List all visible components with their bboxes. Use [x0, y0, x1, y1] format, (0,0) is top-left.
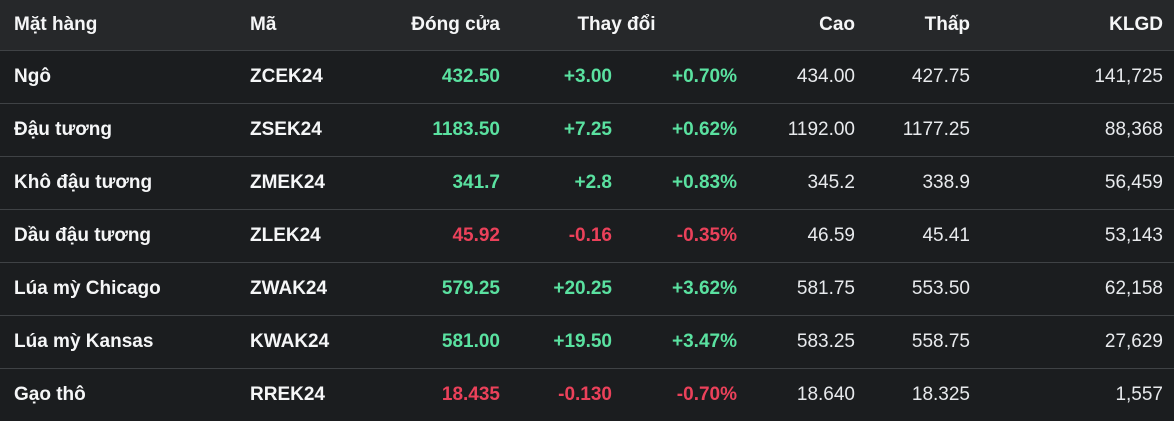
high-price-cell: 46.59 — [748, 208, 866, 262]
column-header-close: Đóng cửa — [390, 0, 511, 50]
volume-cell: 27,629 — [981, 314, 1174, 368]
contract-code-cell: RREK24 — [250, 367, 390, 421]
high-price-cell: 583.25 — [748, 314, 866, 368]
change-abs-cell: +2.8 — [511, 155, 623, 209]
volume-cell: 1,557 — [981, 367, 1174, 421]
volume-cell: 56,459 — [981, 155, 1174, 209]
change-pct-cell: -0.35% — [623, 208, 748, 262]
close-price-cell: 45.92 — [390, 208, 511, 262]
change-abs-cell: +3.00 — [511, 49, 623, 103]
change-pct-cell: +3.62% — [623, 261, 748, 315]
high-price-cell: 1192.00 — [748, 102, 866, 156]
change-abs-cell: +19.50 — [511, 314, 623, 368]
table-row: Đậu tương ZSEK24 1183.50 +7.25 +0.62% 11… — [0, 102, 1174, 156]
high-price-cell: 434.00 — [748, 49, 866, 103]
close-price-cell: 432.50 — [390, 49, 511, 103]
change-abs-cell: +20.25 — [511, 261, 623, 315]
volume-cell: 62,158 — [981, 261, 1174, 315]
close-price-cell: 341.7 — [390, 155, 511, 209]
change-pct-cell: +0.62% — [623, 102, 748, 156]
column-header-commodity: Mặt hàng — [0, 0, 250, 50]
high-price-cell: 18.640 — [748, 367, 866, 421]
low-price-cell: 18.325 — [866, 367, 981, 421]
volume-cell: 88,368 — [981, 102, 1174, 156]
high-price-cell: 581.75 — [748, 261, 866, 315]
table-row: Lúa mỳ Chicago ZWAK24 579.25 +20.25 +3.6… — [0, 261, 1174, 315]
change-pct-cell: +0.83% — [623, 155, 748, 209]
low-price-cell: 427.75 — [866, 49, 981, 103]
contract-code-cell: KWAK24 — [250, 314, 390, 368]
low-price-cell: 338.9 — [866, 155, 981, 209]
contract-code-cell: ZMEK24 — [250, 155, 390, 209]
close-price-cell: 579.25 — [390, 261, 511, 315]
contract-code-cell: ZWAK24 — [250, 261, 390, 315]
table-row: Gạo thô RREK24 18.435 -0.130 -0.70% 18.6… — [0, 367, 1174, 421]
change-abs-cell: +7.25 — [511, 102, 623, 156]
close-price-cell: 581.00 — [390, 314, 511, 368]
table-row: Ngô ZCEK24 432.50 +3.00 +0.70% 434.00 42… — [0, 49, 1174, 103]
table-header: Mặt hàng Mã Đóng cửa Thay đổi Cao Thấp K… — [0, 0, 1174, 50]
commodity-name-cell: Lúa mỳ Kansas — [0, 314, 250, 368]
column-header-code: Mã — [250, 0, 390, 50]
column-header-high: Cao — [748, 0, 866, 50]
volume-cell: 53,143 — [981, 208, 1174, 262]
commodity-name-cell: Đậu tương — [0, 102, 250, 156]
column-header-change: Thay đổi — [511, 0, 748, 50]
close-price-cell: 1183.50 — [390, 102, 511, 156]
low-price-cell: 558.75 — [866, 314, 981, 368]
volume-cell: 141,725 — [981, 49, 1174, 103]
low-price-cell: 45.41 — [866, 208, 981, 262]
commodity-name-cell: Dầu đậu tương — [0, 208, 250, 262]
commodity-name-cell: Lúa mỳ Chicago — [0, 261, 250, 315]
high-price-cell: 345.2 — [748, 155, 866, 209]
commodity-name-cell: Gạo thô — [0, 367, 250, 421]
change-pct-cell: +0.70% — [623, 49, 748, 103]
header-row: Mặt hàng Mã Đóng cửa Thay đổi Cao Thấp K… — [0, 0, 1174, 50]
contract-code-cell: ZLEK24 — [250, 208, 390, 262]
table-row: Lúa mỳ Kansas KWAK24 581.00 +19.50 +3.47… — [0, 314, 1174, 368]
column-header-low: Thấp — [866, 0, 981, 50]
contract-code-cell: ZSEK24 — [250, 102, 390, 156]
table-row: Dầu đậu tương ZLEK24 45.92 -0.16 -0.35% … — [0, 208, 1174, 262]
table-body: Ngô ZCEK24 432.50 +3.00 +0.70% 434.00 42… — [0, 49, 1174, 421]
close-price-cell: 18.435 — [390, 367, 511, 421]
change-pct-cell: -0.70% — [623, 367, 748, 421]
table-row: Khô đậu tương ZMEK24 341.7 +2.8 +0.83% 3… — [0, 155, 1174, 209]
low-price-cell: 1177.25 — [866, 102, 981, 156]
change-abs-cell: -0.16 — [511, 208, 623, 262]
change-abs-cell: -0.130 — [511, 367, 623, 421]
low-price-cell: 553.50 — [866, 261, 981, 315]
commodity-name-cell: Khô đậu tương — [0, 155, 250, 209]
column-header-volume: KLGD — [981, 0, 1174, 50]
contract-code-cell: ZCEK24 — [250, 49, 390, 103]
commodity-name-cell: Ngô — [0, 49, 250, 103]
change-pct-cell: +3.47% — [623, 314, 748, 368]
